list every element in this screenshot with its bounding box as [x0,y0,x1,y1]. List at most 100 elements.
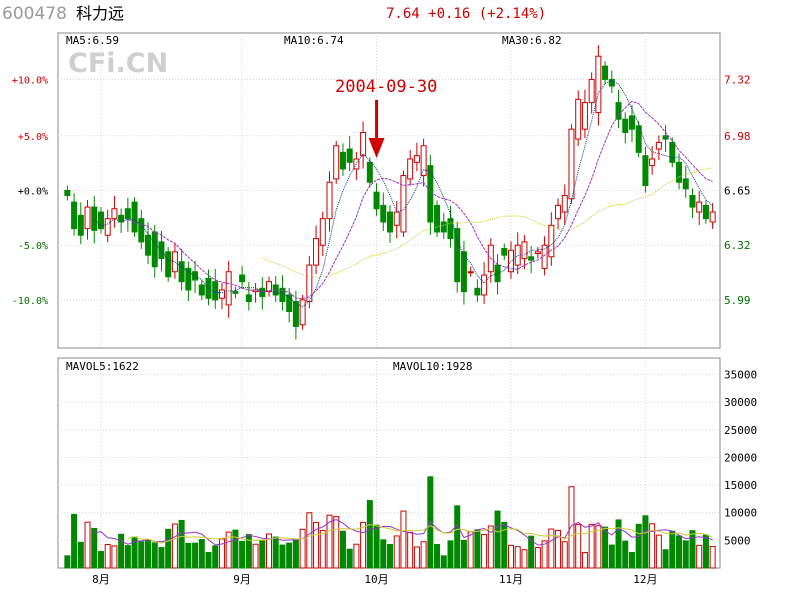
candle-body [306,264,313,303]
candle-body [313,238,320,266]
volume-bar [561,541,568,569]
price-tick-label: 6.32 [724,239,751,252]
candle-body [709,211,716,223]
candle-body [548,224,555,258]
percent-tick-label: +10.0% [12,75,48,86]
candle-body [501,248,508,256]
volume-bar [487,525,494,569]
candle-body [608,78,615,87]
candle-body [507,249,514,273]
volume-bar [528,535,535,569]
candle-body [145,234,152,256]
candle-body [642,155,649,187]
candle-body [662,135,669,140]
candle-body [373,191,380,210]
volume-bar [595,525,602,569]
candle-body [420,145,427,177]
mavol5-line [94,518,713,546]
volume-bar [555,529,562,569]
candle-body [91,206,98,231]
volume-bar [158,547,165,569]
x-tick-label: 8月 [92,573,110,586]
candle-body [649,158,656,167]
mavol5-legend: MAVOL5:1622 [66,360,139,373]
mavol10-legend: MAVOL10:1928 [393,360,473,373]
volume-bar [111,545,118,569]
candle-body [212,281,219,301]
candle-body [393,211,400,226]
volume-bar [64,555,71,569]
candle-body [628,115,635,130]
candle-body [481,274,488,296]
volume-bar [185,542,192,569]
candle-body [689,194,696,208]
candle-body [279,287,286,303]
candle-body [427,165,434,223]
volume-bar [91,527,98,569]
volume-bar [575,524,582,569]
x-tick-label: 9月 [233,573,251,586]
candle-body [205,277,212,299]
volume-bar [165,528,172,569]
percent-tick-label: -10.0% [12,296,48,307]
volume-bar [400,510,407,569]
candle-body [151,231,158,268]
volume-bar [77,541,84,569]
volume-bar [507,544,514,569]
volume-bar [198,539,205,569]
candle-body [77,214,84,236]
volume-bar [615,519,622,569]
volume-bar [272,536,279,569]
candle-body [400,175,407,233]
volume-bar [239,540,246,569]
candle-body [380,204,387,223]
volume-bar [622,540,629,569]
volume-bar [628,552,635,569]
candle-body [474,287,481,296]
volume-tick-label: 15000 [724,479,757,492]
candle-body [366,161,373,183]
volume-bar [642,515,649,569]
x-tick-label: 11月 [499,573,523,586]
volume-bar [649,523,656,569]
volume-bar [299,528,306,569]
candle-body [669,141,676,163]
volume-bar [313,521,320,569]
volume-bar [306,512,313,569]
candle-body [158,241,165,259]
volume-bar [521,549,528,569]
volume-bar [225,531,232,569]
candle-body [138,218,145,243]
volume-bar [420,541,427,569]
candle-body [454,228,461,283]
volume-bar [689,530,696,569]
candle-body [467,271,474,274]
candle-body [595,55,602,114]
candle-body [239,274,246,283]
candle-body [339,151,346,170]
candle-body [581,102,588,130]
volume-bar [460,539,467,569]
volume-tick-label: 20000 [724,451,757,464]
volume-bar [541,540,548,569]
candle-body [460,251,467,293]
volume-bar [104,544,111,569]
mavol10-line [127,523,713,544]
candle-body [655,141,662,150]
candle-body [413,155,420,163]
volume-bar [319,529,326,569]
candle-body [528,256,535,261]
candle-body [111,208,118,220]
candle-body [286,294,293,313]
volume-bar [292,539,299,569]
candle-body [319,218,326,246]
candle-body [97,211,104,230]
volume-bar [581,552,588,569]
volume-bar [333,516,340,569]
candle-body [299,299,306,326]
volume-bar [124,545,131,569]
candle-body [682,178,689,190]
candle-body [71,201,78,230]
volume-bar [494,510,501,569]
